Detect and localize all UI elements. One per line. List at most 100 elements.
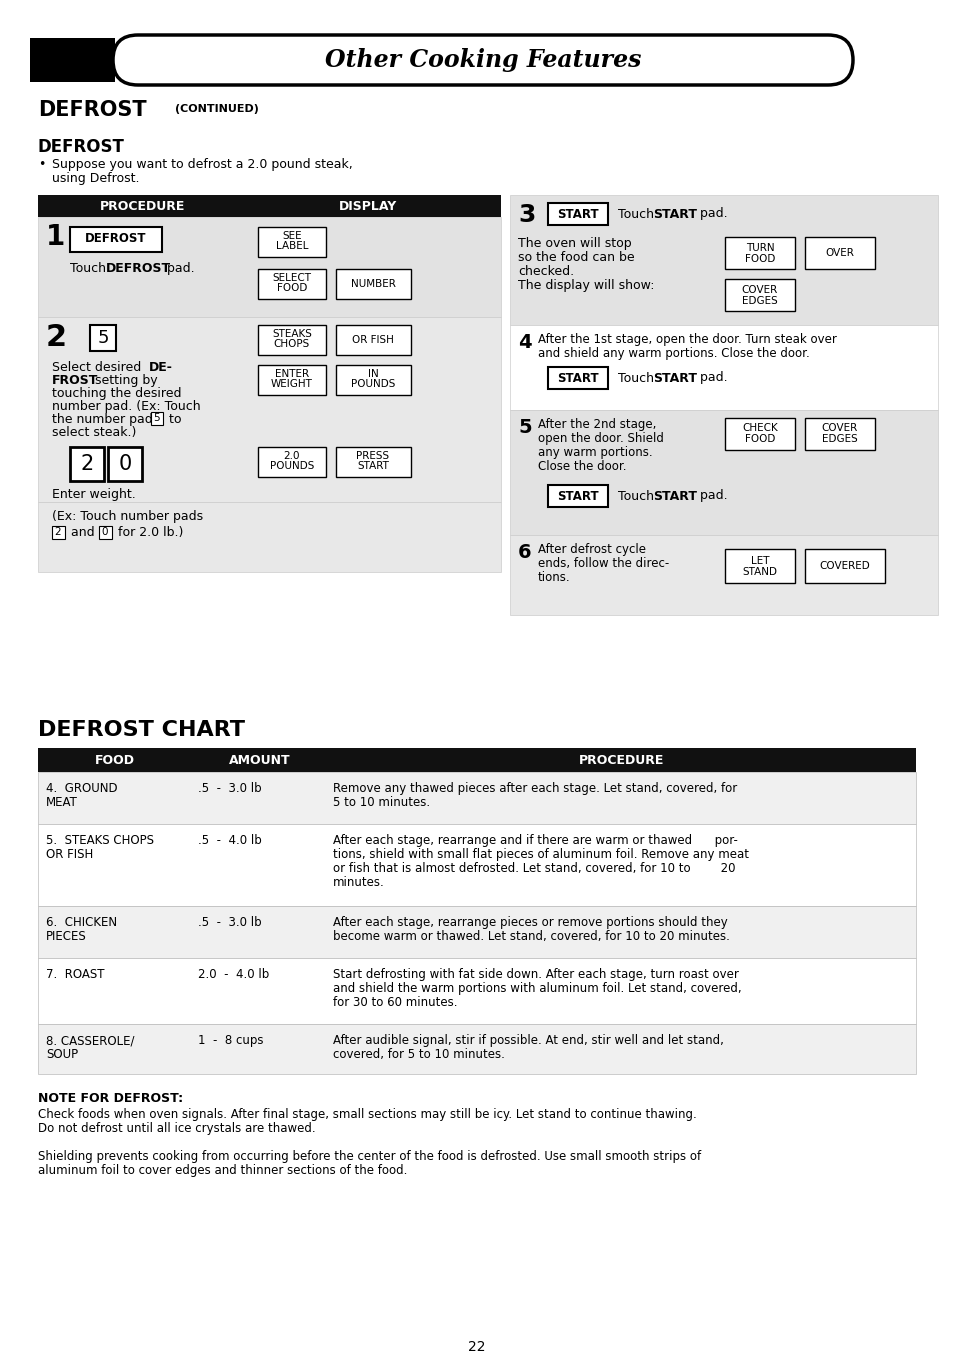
Text: The display will show:: The display will show: — [517, 279, 654, 292]
Text: The oven will stop: The oven will stop — [517, 237, 631, 249]
Text: FOOD: FOOD — [276, 284, 307, 293]
Text: Touch: Touch — [70, 262, 110, 275]
Text: touching the desired: touching the desired — [52, 387, 181, 399]
Text: START: START — [557, 489, 598, 503]
Text: START: START — [652, 372, 697, 384]
Text: Remove any thawed pieces after each stage. Let stand, covered, for: Remove any thawed pieces after each stag… — [333, 782, 737, 795]
Text: 4: 4 — [517, 333, 531, 352]
Text: START: START — [356, 461, 389, 472]
Text: 2.0  -  4.0 lb: 2.0 - 4.0 lb — [198, 968, 269, 981]
Text: After defrost cycle: After defrost cycle — [537, 542, 645, 556]
Text: Start defrosting with fat side down. After each stage, turn roast over: Start defrosting with fat side down. Aft… — [333, 968, 739, 981]
Text: aluminum foil to cover edges and thinner sections of the food.: aluminum foil to cover edges and thinner… — [38, 1164, 407, 1178]
Text: 1  -  8 cups: 1 - 8 cups — [198, 1035, 263, 1047]
Text: the number pad: the number pad — [52, 413, 156, 427]
Bar — [510, 410, 937, 536]
Text: 5 to 10 minutes.: 5 to 10 minutes. — [333, 796, 430, 810]
Text: to: to — [165, 413, 181, 427]
Bar — [257, 365, 326, 395]
Text: DEFROST: DEFROST — [85, 233, 147, 245]
Text: 2: 2 — [80, 454, 93, 474]
Text: .5  -  3.0 lb: .5 - 3.0 lb — [198, 782, 261, 795]
Text: 4.  GROUND: 4. GROUND — [46, 782, 117, 795]
Bar — [724, 279, 794, 311]
Text: DEFROST: DEFROST — [106, 262, 171, 275]
Text: EDGES: EDGES — [821, 433, 857, 444]
Text: EDGES: EDGES — [741, 296, 777, 307]
Text: 6: 6 — [517, 542, 531, 562]
Bar — [510, 195, 937, 324]
Text: 5: 5 — [153, 413, 160, 423]
Text: STAND: STAND — [741, 567, 777, 577]
Bar — [38, 195, 500, 217]
Text: NOTE FOR DEFROST:: NOTE FOR DEFROST: — [38, 1092, 183, 1105]
Text: 1: 1 — [46, 224, 65, 251]
Text: 7.  ROAST: 7. ROAST — [46, 968, 105, 981]
Bar — [724, 418, 794, 450]
Text: SOUP: SOUP — [46, 1048, 78, 1060]
Text: OR FISH: OR FISH — [352, 335, 394, 345]
Text: so the food can be: so the food can be — [517, 251, 634, 264]
Bar — [70, 228, 162, 252]
Text: Other Cooking Features: Other Cooking Features — [324, 48, 640, 72]
Text: 5: 5 — [517, 418, 531, 438]
Text: DISPLAY: DISPLAY — [338, 199, 396, 213]
Text: CHOPS: CHOPS — [274, 339, 310, 349]
Text: become warm or thawed. Let stand, covered, for 10 to 20 minutes.: become warm or thawed. Let stand, covere… — [333, 930, 729, 943]
Bar — [38, 958, 915, 1024]
Text: select steak.): select steak.) — [52, 427, 136, 439]
Text: Enter weight.: Enter weight. — [52, 488, 135, 502]
Text: or fish that is almost defrosted. Let stand, covered, for 10 to        20: or fish that is almost defrosted. Let st… — [333, 861, 735, 875]
Text: LABEL: LABEL — [275, 241, 308, 251]
Text: Check foods when oven signals. After final stage, small sections may still be ic: Check foods when oven signals. After fin… — [38, 1108, 696, 1120]
Text: 5.  STEAKS CHOPS: 5. STEAKS CHOPS — [46, 834, 153, 846]
Text: DEFROST: DEFROST — [38, 138, 125, 155]
Text: IN: IN — [367, 369, 378, 379]
Bar — [257, 228, 326, 258]
Text: checked.: checked. — [517, 264, 574, 278]
Text: 8. CASSEROLE/: 8. CASSEROLE/ — [46, 1035, 134, 1047]
Text: OVER: OVER — [824, 248, 854, 258]
Bar — [335, 447, 411, 477]
Text: FOOD: FOOD — [744, 433, 775, 444]
Text: After each stage, rearrange and if there are warm or thawed      por-: After each stage, rearrange and if there… — [333, 834, 737, 846]
Text: After audible signal, stir if possible. At end, stir well and let stand,: After audible signal, stir if possible. … — [333, 1035, 723, 1047]
Text: POUNDS: POUNDS — [351, 379, 395, 388]
Bar — [38, 502, 500, 572]
Text: POUNDS: POUNDS — [270, 461, 314, 472]
Text: using Defrost.: using Defrost. — [52, 172, 139, 185]
Bar — [804, 549, 884, 583]
Text: any warm portions.: any warm portions. — [537, 446, 652, 459]
Text: 2.0: 2.0 — [283, 451, 300, 461]
Text: .5  -  4.0 lb: .5 - 4.0 lb — [198, 834, 261, 846]
Text: PIECES: PIECES — [46, 930, 87, 943]
Bar — [257, 324, 326, 354]
Text: PRESS: PRESS — [356, 451, 389, 461]
Text: WEIGHT: WEIGHT — [271, 379, 313, 388]
Text: MEAT: MEAT — [46, 796, 78, 810]
Text: Touch: Touch — [618, 489, 658, 503]
Bar — [510, 324, 937, 410]
Text: pad.: pad. — [696, 489, 727, 503]
Text: START: START — [557, 207, 598, 221]
Text: 0: 0 — [102, 527, 108, 537]
Text: pad.: pad. — [696, 207, 727, 221]
FancyBboxPatch shape — [112, 35, 852, 85]
Bar — [52, 526, 65, 538]
Text: tions.: tions. — [537, 571, 570, 583]
Text: AMOUNT: AMOUNT — [229, 754, 291, 766]
Text: (CONTINUED): (CONTINUED) — [174, 104, 258, 114]
Bar — [724, 237, 794, 269]
Text: Touch: Touch — [618, 207, 658, 221]
Text: FROST: FROST — [52, 373, 98, 387]
Text: PROCEDURE: PROCEDURE — [578, 754, 664, 766]
Text: Shielding prevents cooking from occurring before the center of the food is defro: Shielding prevents cooking from occurrin… — [38, 1150, 700, 1163]
Text: After each stage, rearrange pieces or remove portions should they: After each stage, rearrange pieces or re… — [333, 916, 727, 930]
Text: minutes.: minutes. — [333, 876, 384, 889]
Text: CHECK: CHECK — [741, 423, 777, 433]
Text: pad.: pad. — [163, 262, 194, 275]
Text: open the door. Shield: open the door. Shield — [537, 432, 663, 444]
Bar — [99, 526, 112, 538]
Text: (Ex: Touch number pads: (Ex: Touch number pads — [52, 510, 203, 523]
Text: 22: 22 — [468, 1340, 485, 1353]
